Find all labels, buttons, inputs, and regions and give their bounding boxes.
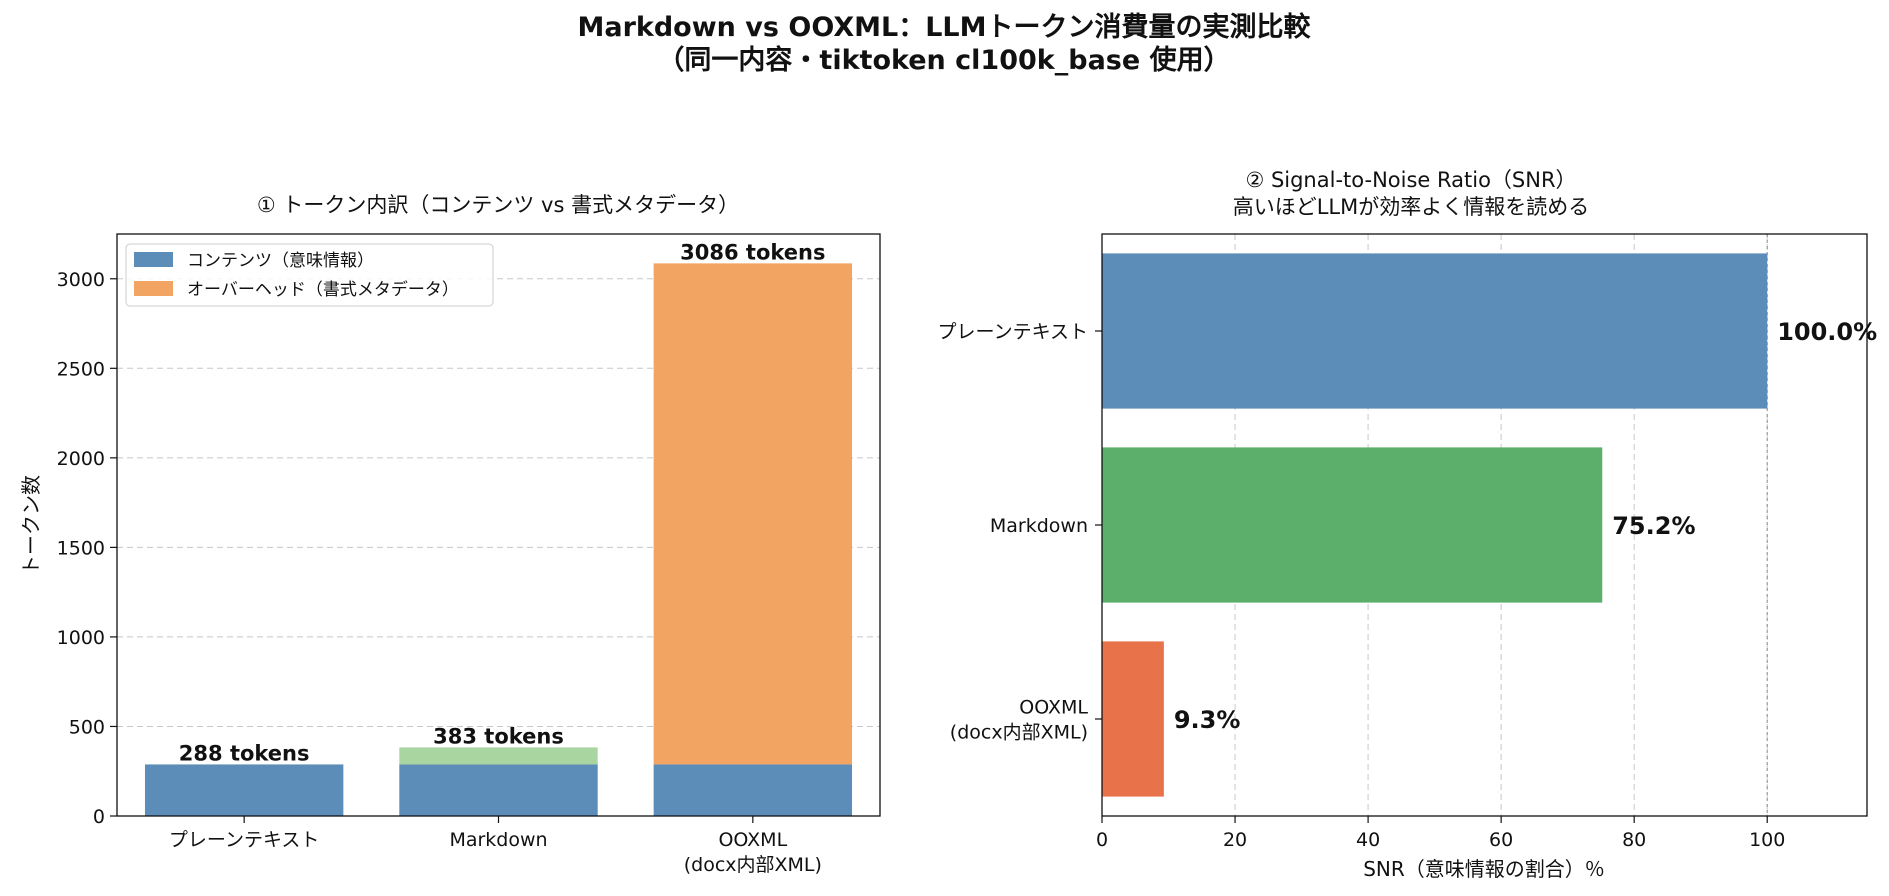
- left-x-tick-label: Markdown: [449, 829, 547, 851]
- right-x-tick-label: 80: [1622, 829, 1646, 851]
- snr-chart: ② Signal-to-Noise Ratio（SNR） 高いほどLLMが効率よ…: [938, 168, 1878, 881]
- content-bar: [653, 764, 853, 816]
- snr-data-label: 9.3%: [1174, 706, 1241, 734]
- left-y-tick-label: 0: [93, 806, 105, 828]
- snr-bar: [1102, 253, 1768, 409]
- left-chart-title: ① トークン内訳（コンテンツ vs 書式メタデータ）: [257, 193, 739, 217]
- figure-title-line1: Markdown vs OOXML：LLMトークン消費量の実測比較: [578, 11, 1312, 43]
- left-y-tick-label: 1000: [57, 627, 105, 649]
- right-bars: [1102, 253, 1768, 797]
- right-x-tick-label: 100: [1749, 829, 1785, 851]
- legend-label-content: コンテンツ（意味情報）: [187, 251, 374, 271]
- right-x-tick-label: 0: [1096, 829, 1108, 851]
- left-axes-frame: [116, 233, 881, 817]
- right-y-tick-label: (docx内部XML): [950, 722, 1088, 744]
- left-y-tick-label: 500: [69, 716, 105, 738]
- right-y-tick-label: Markdown: [990, 515, 1088, 537]
- right-x-tick-label: 60: [1489, 829, 1513, 851]
- left-bars: [144, 263, 853, 816]
- right-x-tick-label: 20: [1223, 829, 1247, 851]
- left-x-tick-label: OOXML: [718, 829, 787, 851]
- left-y-tick-label: 1500: [57, 537, 105, 559]
- right-x-tick-label: 40: [1356, 829, 1380, 851]
- left-y-tick-label: 2500: [57, 358, 105, 380]
- snr-bar: [1102, 447, 1603, 603]
- left-data-label: 288 tokens: [179, 741, 310, 765]
- left-x-ticks: プレーンテキスト Markdown OOXML (docx内部XML): [169, 816, 822, 876]
- right-axes-frame: [1101, 233, 1868, 817]
- legend-label-overhead: オーバーヘッド（書式メタデータ）: [187, 279, 459, 300]
- legend-swatch-overhead: [134, 281, 173, 296]
- token-breakdown-chart: ① トークン内訳（コンテンツ vs 書式メタデータ） 0 500 1000 1500 2…: [19, 193, 881, 876]
- content-bar: [144, 764, 344, 816]
- left-y-tick-label: 3000: [57, 269, 105, 291]
- left-y-tick-label: 2000: [57, 448, 105, 470]
- left-data-labels: 288 tokens 383 tokens 3086 tokens: [179, 240, 826, 765]
- right-data-labels: 100.0% 75.2% 9.3%: [1174, 318, 1877, 734]
- left-data-label: 3086 tokens: [680, 240, 825, 264]
- snr-bar: [1102, 641, 1164, 797]
- legend-swatch-content: [134, 252, 173, 267]
- snr-data-label: 100.0%: [1777, 318, 1877, 346]
- left-data-label: 383 tokens: [433, 724, 564, 748]
- right-x-ticks: 0 20 40 60 80 100: [1096, 816, 1785, 851]
- right-y-tick-label: OOXML: [1019, 697, 1088, 719]
- left-y-ticks: 0 500 1000 1500 2000 2500 3000: [57, 269, 117, 828]
- left-x-tick-label: (docx内部XML): [684, 854, 822, 876]
- right-chart-title-line1: ② Signal-to-Noise Ratio（SNR）: [1245, 168, 1576, 192]
- legend-frame: [125, 243, 494, 307]
- overhead-bar: [653, 263, 853, 765]
- figure-title-line2: （同一内容・tiktoken cl100k_base 使用）: [657, 44, 1230, 76]
- left-legend: コンテンツ（意味情報） オーバーヘッド（書式メタデータ）: [125, 243, 494, 307]
- right-y-ticks: プレーンテキスト Markdown OOXML (docx内部XML): [938, 321, 1102, 744]
- overhead-bar: [399, 747, 598, 765]
- left-x-tick-label: プレーンテキスト: [169, 829, 319, 851]
- snr-data-label: 75.2%: [1612, 512, 1695, 540]
- right-x-axis-label: SNR（意味情報の割合）％: [1363, 857, 1605, 881]
- content-bar: [399, 764, 598, 816]
- right-y-tick-label: プレーンテキスト: [938, 321, 1088, 343]
- right-chart-title-line2: 高いほどLLMが効率よく情報を読める: [1233, 195, 1590, 219]
- left-y-axis-label: トークン数: [19, 475, 43, 575]
